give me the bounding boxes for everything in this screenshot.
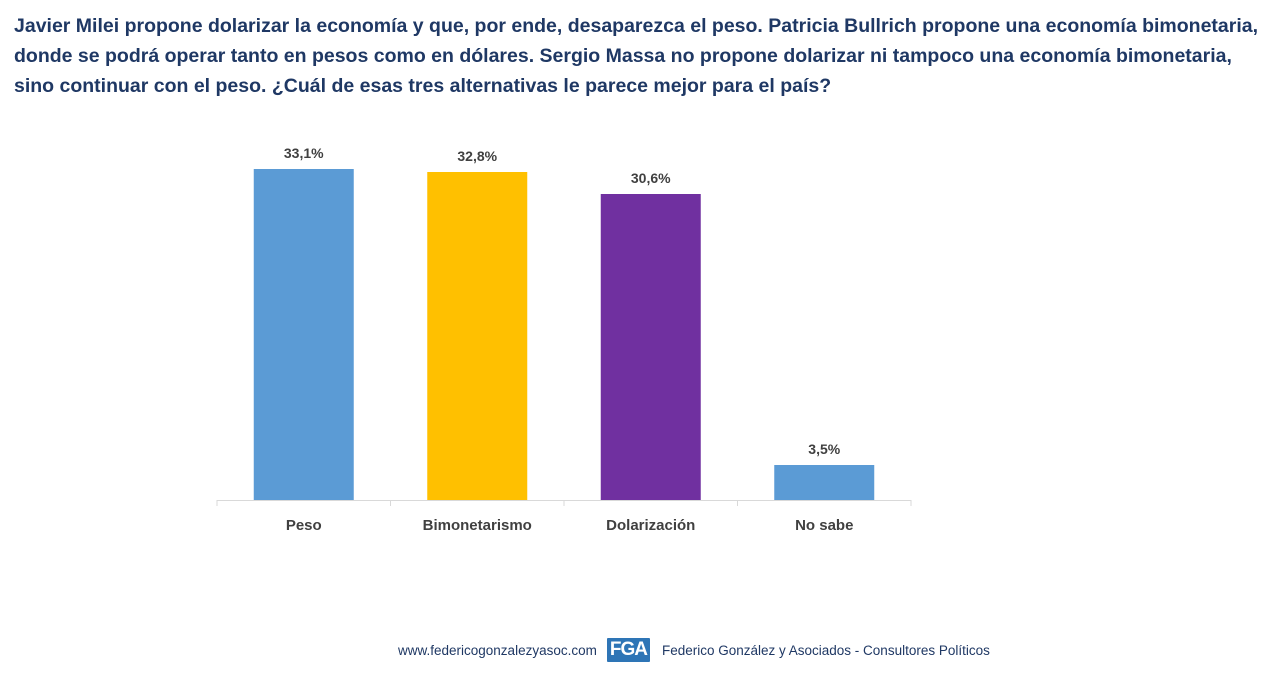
footer: www.federicogonzalezyasoc.com FGA Federi… xyxy=(398,636,990,664)
bar xyxy=(427,172,528,500)
category-label: No sabe xyxy=(795,517,853,534)
bar xyxy=(774,465,875,500)
question-title: Javier Milei propone dolarizar la econom… xyxy=(14,15,1259,97)
footer-company: Federico González y Asociados - Consulto… xyxy=(661,642,990,658)
fga-logo: FGA xyxy=(606,638,650,662)
data-label: 33,1% xyxy=(284,145,324,161)
data-label: 32,8% xyxy=(457,148,497,164)
bar xyxy=(253,169,354,500)
bar xyxy=(600,194,701,500)
category-label: Peso xyxy=(286,517,322,534)
category-label: Bimonetarismo xyxy=(423,517,532,534)
category-label: Dolarización xyxy=(606,517,695,534)
data-label: 30,6% xyxy=(631,170,671,186)
labels-group: 33,1% Peso 32,8% Bimonetarismo 30,6% Dolariza… xyxy=(284,145,854,534)
footer-website[interactable]: www.federicogonzalezyasoc.com xyxy=(398,642,597,658)
data-label: 3,5% xyxy=(808,441,840,457)
bars-group xyxy=(216,169,912,506)
